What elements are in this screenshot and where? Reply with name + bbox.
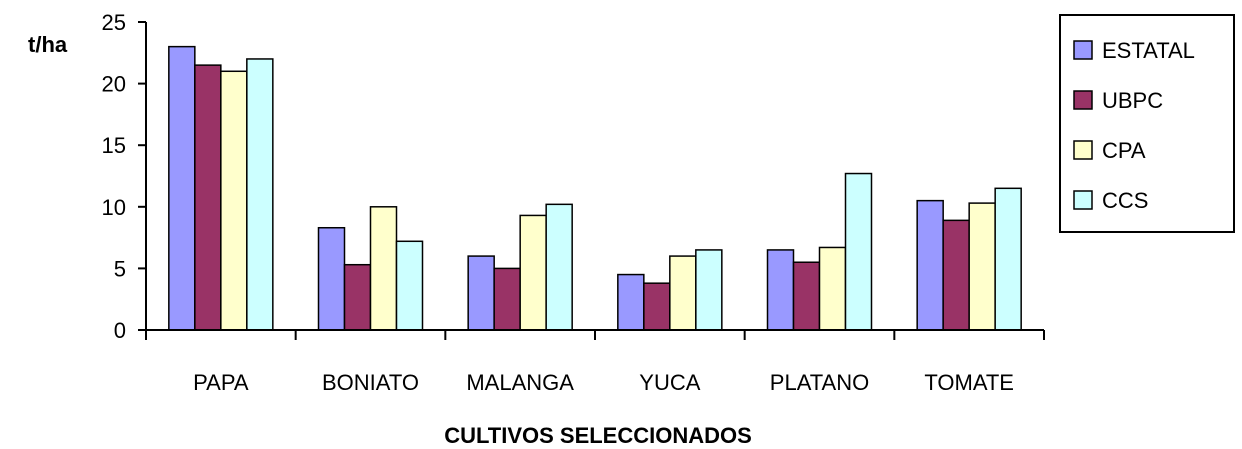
bar-boniato-ubpc bbox=[343, 263, 372, 331]
y-tick-label: 0 bbox=[114, 318, 126, 343]
bar-malanga-estatal bbox=[467, 255, 495, 331]
y-tick-label: 25 bbox=[102, 10, 126, 35]
bar-boniato-cpa bbox=[369, 206, 398, 331]
legend-label-cpa: CPA bbox=[1102, 138, 1146, 163]
y-tick-label: 10 bbox=[102, 195, 126, 220]
legend: ESTATAL UBPC CPA CCS bbox=[1059, 14, 1235, 233]
y-tick-label: 5 bbox=[114, 256, 126, 281]
bar-platano-cpa bbox=[818, 246, 847, 331]
bar-boniato-ccs bbox=[395, 240, 424, 331]
y-tick-label: 15 bbox=[102, 133, 126, 158]
bar-platano-estatal bbox=[766, 249, 795, 331]
x-tick-label-papa: PAPA bbox=[193, 370, 249, 395]
bar-malanga-cpa bbox=[519, 214, 547, 331]
bar-tomate-estatal bbox=[916, 199, 944, 331]
legend-swatch-estatal bbox=[1073, 40, 1093, 60]
x-tick-label-boniato: BONIATO bbox=[322, 370, 419, 395]
bar-platano-ubpc bbox=[792, 261, 821, 331]
axes-group bbox=[145, 22, 1044, 331]
bar-yuca-cpa bbox=[669, 255, 697, 331]
bar-papa-estatal bbox=[168, 45, 196, 331]
x-tick-label-malanga: MALANGA bbox=[466, 370, 574, 395]
bar-boniato-estatal bbox=[317, 226, 346, 331]
legend-swatch-ubpc bbox=[1073, 90, 1093, 110]
legend-swatch-cpa bbox=[1073, 140, 1093, 160]
legend-label-ubpc: UBPC bbox=[1102, 88, 1163, 113]
legend-label-ccs: CCS bbox=[1102, 188, 1148, 213]
bar-yuca-estatal bbox=[617, 273, 645, 331]
bar-tomate-ccs bbox=[994, 187, 1022, 331]
bar-papa-ubpc bbox=[194, 64, 222, 331]
y-ticks-group: 0 5 10 15 20 25 bbox=[102, 10, 146, 343]
x-ticks-group: PAPA BONIATO MALANGA YUCA PLATANO TOMATE bbox=[145, 330, 1045, 395]
x-axis-title: CULTIVOS SELECCIONADOS bbox=[444, 423, 752, 448]
bar-yuca-ccs bbox=[695, 249, 723, 331]
x-tick-label-platano: PLATANO bbox=[770, 370, 869, 395]
bar-papa-ccs bbox=[246, 58, 274, 331]
x-tick-label-yuca: YUCA bbox=[639, 370, 700, 395]
bar-malanga-ubpc bbox=[493, 267, 521, 331]
bar-tomate-cpa bbox=[968, 202, 996, 331]
legend-swatch-ccs bbox=[1073, 190, 1093, 210]
y-axis-title: t/ha bbox=[28, 32, 68, 57]
bar-yuca-ubpc bbox=[643, 282, 671, 331]
bar-platano-ccs bbox=[844, 172, 873, 331]
x-tick-label-tomate: TOMATE bbox=[924, 370, 1014, 395]
bars-group bbox=[168, 45, 1022, 331]
bar-malanga-ccs bbox=[545, 203, 573, 331]
y-tick-label: 20 bbox=[102, 72, 126, 97]
bar-papa-cpa bbox=[220, 70, 248, 331]
legend-label-estatal: ESTATAL bbox=[1102, 38, 1195, 63]
bar-tomate-ubpc bbox=[942, 219, 970, 331]
